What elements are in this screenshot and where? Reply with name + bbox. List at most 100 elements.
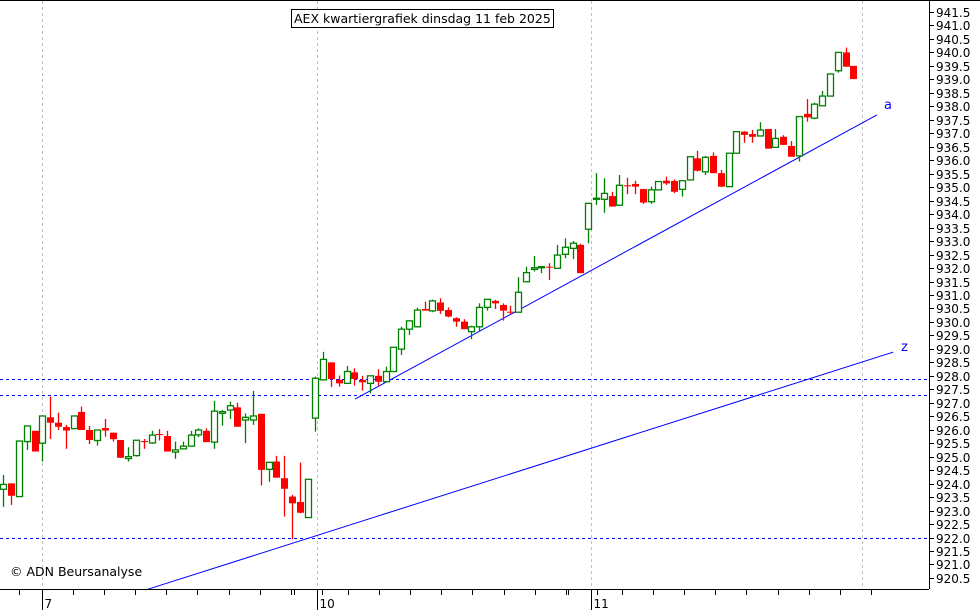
candle-body-up [389,346,398,373]
y-tick-label: 931.5 [936,276,970,290]
candle-body-up [553,254,562,269]
candle-body-down [110,432,117,440]
y-tick-label: 940.5 [936,33,970,47]
candle [428,299,437,313]
y-tick-label: 921.0 [936,558,970,572]
candle-body-up [343,370,352,385]
candle [241,413,250,444]
candle [258,413,265,486]
candle [47,396,54,439]
candle-body-up [647,189,656,203]
candle [624,177,631,195]
trendline-label-a: a [884,98,892,113]
candle [615,175,624,206]
candle [70,415,79,430]
y-tick-label: 922.0 [936,532,970,546]
candle [492,299,499,309]
candle-body-up [0,483,8,490]
candle [117,439,124,458]
candle [226,401,235,419]
candle [537,266,546,274]
y-tick-label: 931.0 [936,289,970,303]
candle [375,369,382,386]
copyright-label: © ADN Beursanalyse [10,564,143,579]
candle [453,317,460,327]
y-tick-label: 933.0 [936,235,970,249]
y-tick-label: 934.0 [936,208,970,222]
y-tick-label: 922.5 [936,518,970,532]
candle-body-down [765,128,772,149]
candle [210,400,219,449]
candle [55,412,62,430]
candle [609,191,616,207]
candle [592,173,601,205]
candle-body-up [467,326,476,333]
candle [405,320,414,335]
candle [694,150,701,172]
candle-body-up [241,416,250,421]
candle [718,169,725,188]
candle-body-up [530,267,539,271]
candle [771,128,780,148]
candle-body-up [725,152,734,188]
x-day-label: 10 [320,597,335,610]
candle [818,90,827,107]
candle-body-up [483,298,492,309]
candle-body-up [124,456,133,460]
candle [445,307,452,318]
candle-body-up [592,197,601,200]
candle [156,429,163,441]
candle-body-down [577,244,584,274]
candle-body-down [445,310,452,317]
candle-body-up [810,103,819,119]
candle [804,99,811,122]
candle-body-down [336,379,343,384]
candle-body-up [771,137,780,148]
candle [522,266,531,283]
candle [351,368,358,386]
candle-body-down [741,131,748,135]
candle [328,362,335,388]
candle-body-down [234,407,241,427]
y-tick-label: 926.0 [936,424,970,438]
candle-body-up [397,328,406,350]
candle [23,425,32,450]
candle [765,128,772,149]
candle [725,152,734,188]
candle-body-down [351,372,358,380]
candle-body-up [615,184,624,206]
candle [102,418,109,437]
candle [336,375,343,387]
candle [810,102,819,120]
candle-body-down [780,136,787,145]
candle-body-up [15,440,24,498]
candle-body-up [537,266,546,269]
candle-body-up [475,306,484,328]
candle [671,179,678,194]
candle-body-down [632,183,639,187]
candle-body-up [38,415,47,444]
y-tick-label: 939.0 [936,73,970,87]
candle-body-up [756,129,765,137]
y-tick-label: 921.5 [936,545,970,559]
candle-body-up [179,445,188,450]
candle-body-up [818,95,827,107]
candle-body-down [461,321,468,330]
candle-body-up [795,115,804,157]
candle-body-down [78,411,85,430]
candle [319,351,328,381]
candle-body-up [265,461,274,470]
candle-body-up [514,291,523,313]
candle [249,390,258,425]
candle-body-up [319,358,328,381]
y-tick-label: 929.5 [936,329,970,343]
trendline-a [354,114,878,400]
candle [843,47,850,67]
candle [710,152,717,174]
candle [483,298,492,311]
candle-body-down [788,145,795,157]
candle [265,461,274,482]
y-tick-label: 934.5 [936,195,970,209]
